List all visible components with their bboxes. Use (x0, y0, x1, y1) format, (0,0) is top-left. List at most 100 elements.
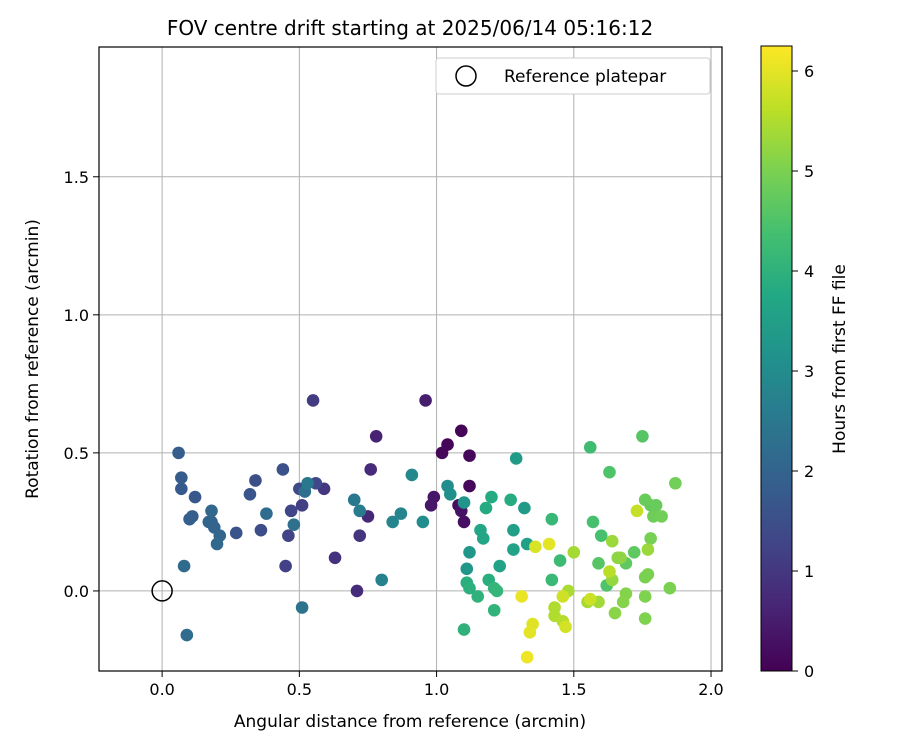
data-point (457, 623, 471, 636)
data-point (180, 628, 194, 642)
data-point (594, 529, 608, 543)
data-point (306, 394, 320, 407)
data-point (603, 565, 616, 578)
y-axis-label: Rotation from reference (arcmin) (23, 219, 43, 499)
data-point (559, 620, 572, 634)
y-tick-label: 1.0 (64, 306, 89, 325)
data-point (460, 562, 474, 576)
data-point (638, 612, 652, 625)
data-point (641, 543, 655, 556)
data-point (463, 479, 476, 493)
chart-title: FOV centre drift starting at 2025/06/14 … (167, 16, 653, 40)
data-point (644, 532, 657, 545)
data-point (282, 529, 295, 543)
colorbar-tick-label: 0 (804, 662, 814, 681)
colorbar-ticks: 0 1 2 3 4 5 6 (792, 62, 814, 681)
colorbar-label: Hours from first FF file (830, 264, 850, 454)
data-point (175, 471, 188, 485)
data-point (353, 529, 367, 543)
data-point (416, 515, 430, 529)
data-point (471, 590, 485, 603)
colorbar (760, 45, 793, 672)
y-tick-label: 1.5 (64, 168, 89, 187)
y-tick-label: 0.0 (64, 582, 89, 601)
data-point (301, 476, 314, 490)
data-point (295, 601, 309, 614)
data-point (386, 515, 399, 529)
data-point (284, 504, 298, 518)
data-point (592, 557, 605, 570)
legend-box (435, 57, 711, 95)
data-point (507, 543, 520, 556)
data-point (243, 487, 257, 501)
data-point (443, 487, 457, 501)
data-point (375, 573, 388, 587)
data-point (518, 501, 531, 515)
data-point (490, 584, 504, 598)
x-axis-label: Angular distance from reference (arcmin) (234, 712, 586, 732)
data-point (583, 441, 597, 454)
data-point (188, 490, 202, 504)
colorbar-tick-label: 1 (804, 562, 814, 581)
data-point (605, 534, 619, 548)
legend: Reference platepar (435, 57, 711, 95)
data-point (394, 507, 408, 520)
data-point (205, 504, 218, 518)
data-point (295, 499, 309, 512)
data-point (641, 568, 655, 581)
data-point (175, 482, 188, 496)
data-point (463, 449, 476, 462)
data-point (260, 507, 273, 520)
legend-marker (455, 65, 477, 87)
data-point (542, 537, 556, 551)
data-point (463, 545, 476, 559)
data-point (515, 590, 528, 603)
data-point (177, 559, 191, 573)
colorbar-tick-label: 6 (804, 62, 814, 81)
data-point (276, 463, 290, 476)
reference-point (151, 580, 173, 602)
data-point (328, 551, 342, 565)
data-point (254, 523, 268, 537)
reference-marker (151, 580, 173, 602)
data-point (638, 590, 652, 603)
data-point (172, 446, 185, 460)
data-point (249, 474, 262, 487)
data-point (567, 545, 581, 559)
plot-frame (98, 46, 723, 672)
data-point (630, 504, 644, 518)
x-tick-label: 1.0 (424, 680, 449, 699)
data-point (523, 626, 537, 639)
data-point (616, 595, 630, 609)
data-point (210, 537, 224, 551)
data-point (424, 499, 438, 512)
data-point (463, 581, 476, 595)
data-point (419, 394, 432, 407)
data-point (347, 493, 361, 507)
data-point (583, 592, 597, 606)
data-point (669, 476, 682, 490)
x-tick-label: 1.5 (561, 680, 586, 699)
data-point (636, 430, 649, 443)
data-point (353, 504, 367, 518)
data-point (364, 463, 378, 476)
data-point (350, 584, 364, 598)
data-point (186, 510, 199, 523)
colorbar-tick-label: 5 (804, 162, 814, 181)
data-point (507, 523, 520, 537)
colorbar-tick-label: 3 (804, 362, 814, 381)
data-point (586, 515, 600, 529)
data-point (229, 526, 243, 540)
data-point (479, 501, 493, 515)
data-point (509, 452, 523, 465)
data-point (369, 430, 383, 443)
colorbar-tick-label: 4 (804, 262, 814, 281)
data-point (545, 512, 559, 526)
colorbar-tick-label: 2 (804, 462, 814, 481)
data-point (279, 559, 292, 573)
data-point (627, 545, 641, 559)
data-point (663, 581, 677, 595)
data-point (614, 551, 627, 565)
data-point (493, 559, 506, 573)
